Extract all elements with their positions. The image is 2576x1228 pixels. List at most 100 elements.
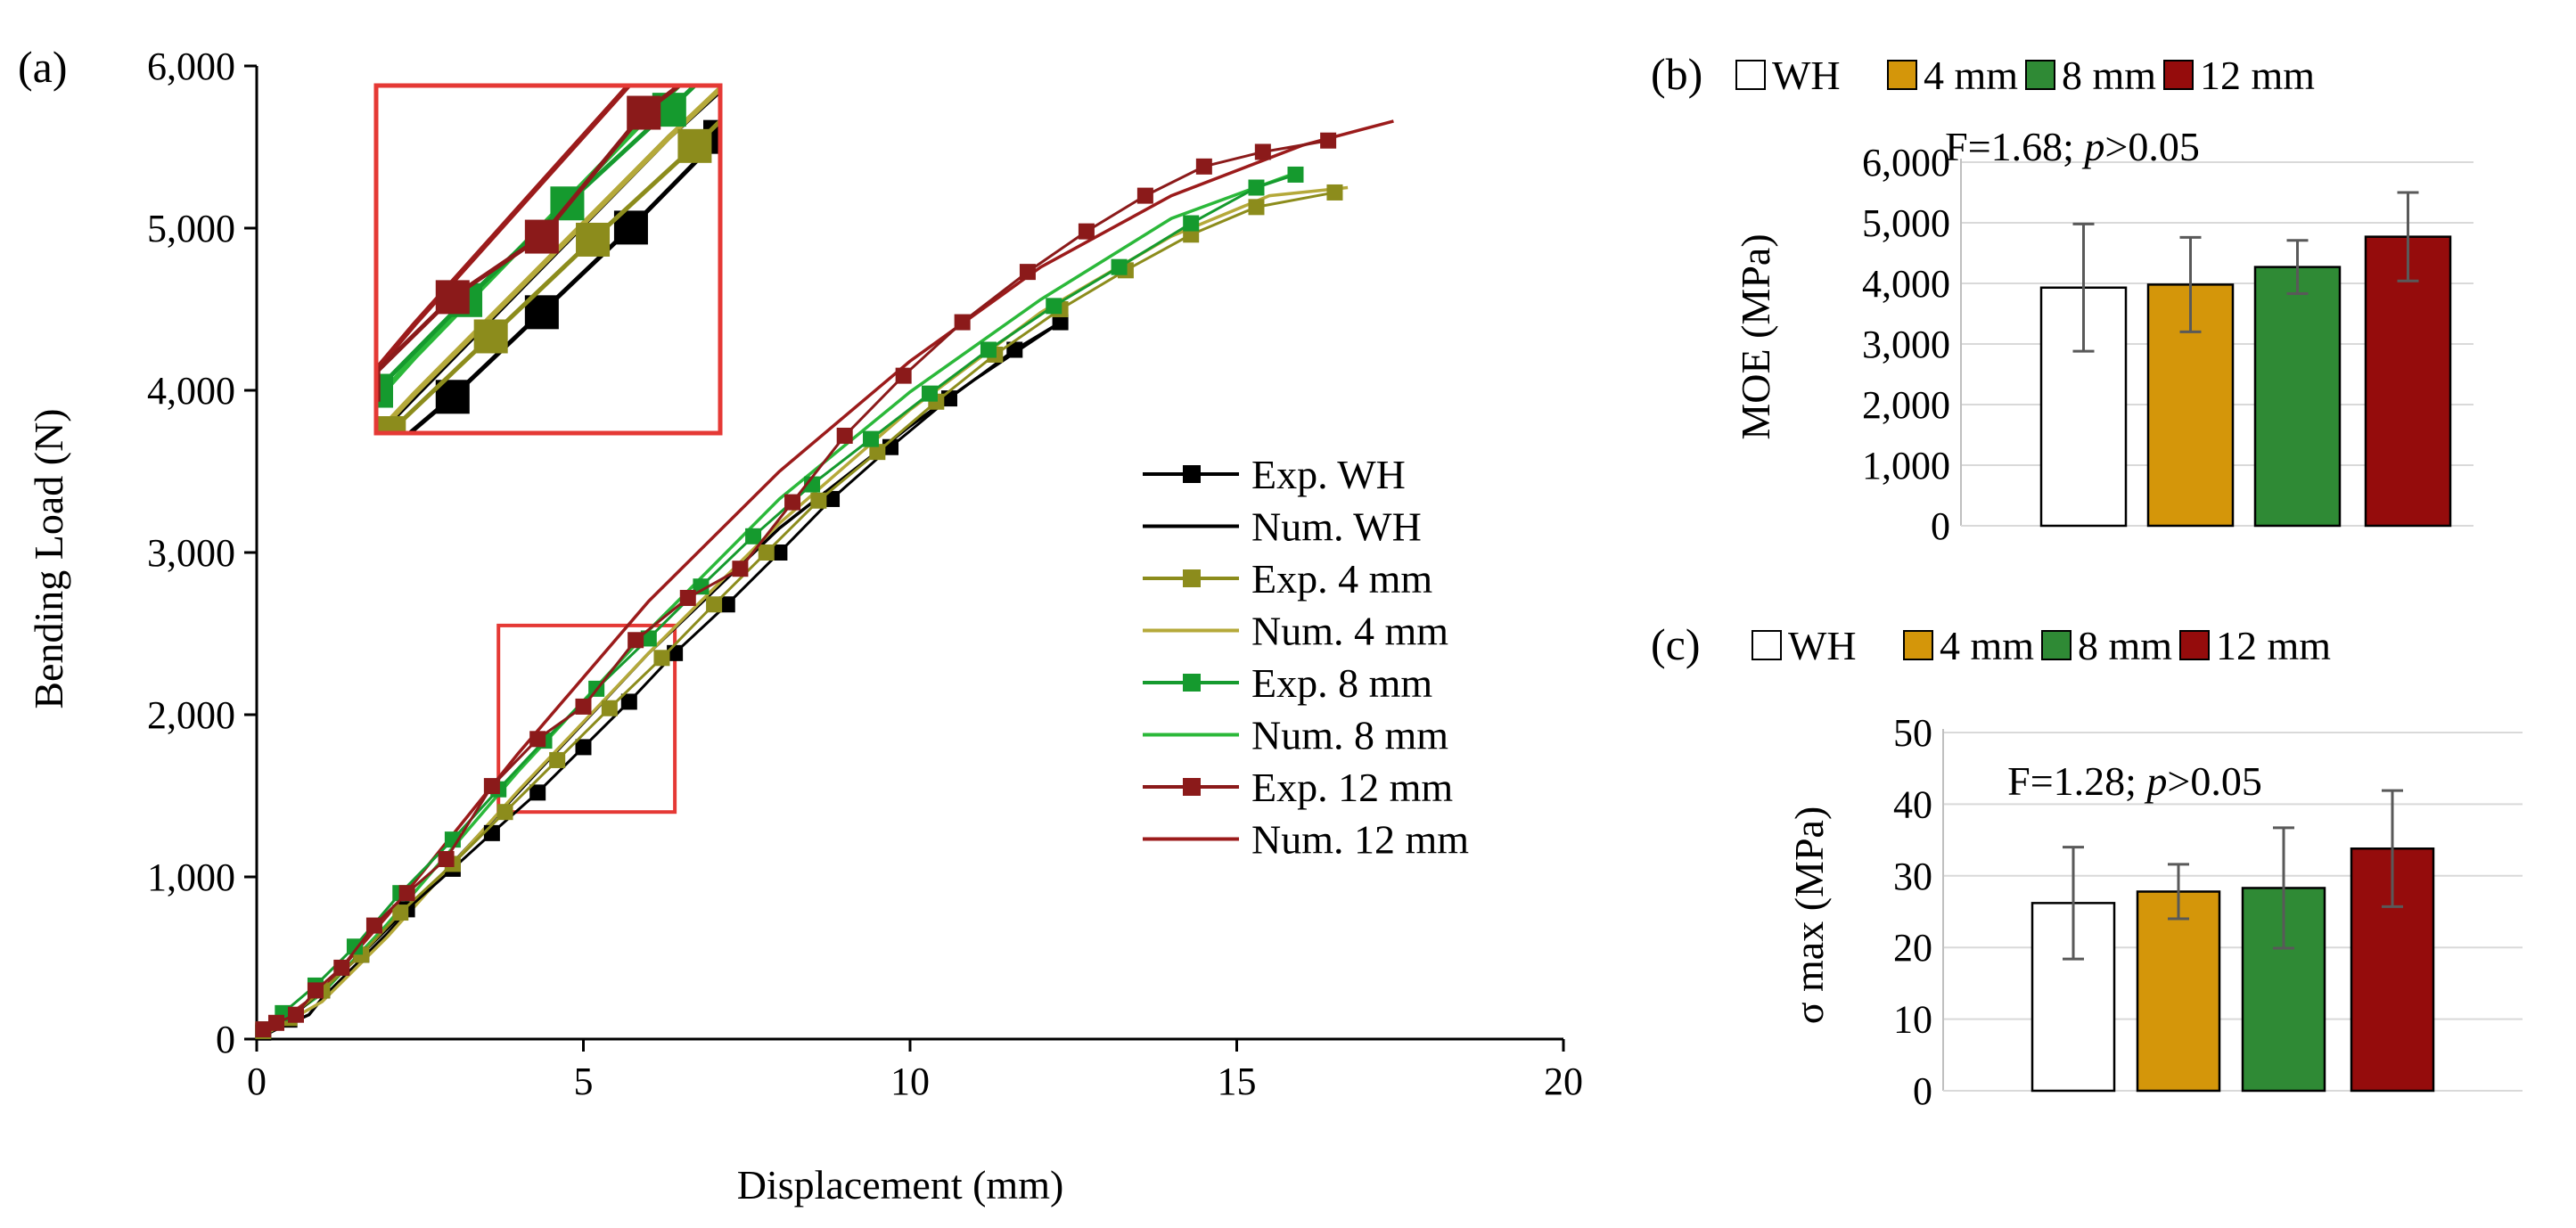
data-point-exp-4-mm — [653, 650, 670, 667]
data-point-exp-8-mm — [745, 528, 762, 544]
panel-b-y-tick-label: 0 — [1931, 504, 1950, 548]
inset-series-line-exp-8-mm — [376, 86, 699, 395]
data-point-exp-8-mm — [693, 578, 710, 595]
inset-series-line-exp-12-mm — [376, 86, 683, 376]
legend-label: 8 mm — [2062, 53, 2156, 98]
legend-label: 12 mm — [2216, 623, 2331, 668]
inset-series-line-num-8-mm — [376, 86, 683, 405]
data-point-exp-12-mm — [1195, 158, 1212, 175]
inset-series-line-exp-wh — [406, 134, 720, 433]
panel-a-y-tick-label: 1,000 — [147, 856, 235, 899]
data-point-exp-12-mm — [1136, 187, 1153, 204]
data-point-exp-12-mm — [267, 1014, 284, 1031]
inset-data-point-exp-12-mm — [729, 17, 763, 51]
data-point-exp-4-mm — [869, 444, 886, 461]
legend-marker — [1183, 465, 1201, 483]
data-point-exp-12-mm — [954, 314, 971, 331]
data-point-exp-12-mm — [398, 885, 415, 902]
data-point-exp-4-mm — [392, 905, 409, 921]
data-point-exp-4-mm — [758, 544, 775, 561]
legend-label: Exp. WH — [1251, 452, 1406, 497]
data-point-exp-wh — [575, 739, 592, 756]
panel-c-y-tick-label: 50 — [1893, 711, 1932, 755]
data-point-exp-12-mm — [307, 982, 324, 999]
inset-series-line-num-12-mm — [376, 86, 633, 374]
panel-c-y-tick-label: 0 — [1913, 1069, 1932, 1113]
data-point-exp-4-mm — [810, 492, 827, 509]
panel-a-label: (a) — [18, 42, 68, 92]
panel-b-y-tick-label: 4,000 — [1862, 262, 1950, 306]
data-point-exp-4-mm — [496, 804, 513, 821]
data-point-exp-12-mm — [628, 632, 644, 649]
inset-data-point-exp-12-mm — [524, 219, 559, 254]
data-point-exp-12-mm — [1019, 264, 1036, 281]
data-point-exp-8-mm — [921, 385, 938, 402]
legend-swatch — [1735, 60, 1766, 90]
panel-a-line-chart: (a) 0 5 10 15 20 0 1,000 2,000 3,000 4,000 5,000 6,… — [18, 17, 1583, 1208]
inset-data-point-exp-wh — [347, 455, 381, 489]
panel-b-y-tick-label: 1,000 — [1862, 444, 1950, 487]
legend-label: Num. 8 mm — [1251, 713, 1448, 758]
data-point-exp-12-mm — [575, 698, 592, 715]
panel-a-y-tick-label: 2,000 — [147, 693, 235, 737]
panel-a-inset — [347, 17, 763, 489]
inset-data-point-exp-8-mm — [376, 373, 393, 408]
panel-c-label: (c) — [1651, 619, 1701, 669]
legend-label: WH — [1772, 53, 1841, 98]
panel-a-y-axis-label: Bending Load (N) — [26, 408, 71, 708]
data-point-exp-8-mm — [1287, 166, 1304, 183]
panel-c-bars — [2030, 789, 2435, 1093]
inset-data-point-exp-4-mm — [576, 222, 611, 257]
data-point-exp-8-mm — [863, 430, 880, 447]
panel-c-axes: 0 10 20 30 40 50 — [1893, 711, 2523, 1113]
panel-a-zoom-box — [496, 623, 677, 815]
data-point-exp-wh — [824, 490, 841, 507]
panel-b-y-tick-label: 2,000 — [1862, 383, 1950, 427]
data-point-exp-12-mm — [255, 1021, 272, 1038]
data-point-exp-8-mm — [1046, 298, 1062, 315]
legend-label: 4 mm — [1924, 53, 2018, 98]
panel-b-bar-chart: (b) WH 4 mm 8 mm 12 mm 0 1,000 2,000 3,000 4,00… — [1651, 49, 2473, 548]
data-point-exp-wh — [1006, 341, 1023, 358]
data-point-exp-wh — [771, 544, 788, 561]
legend-label: 12 mm — [2200, 53, 2315, 98]
data-point-exp-12-mm — [784, 494, 801, 511]
data-point-exp-12-mm — [365, 917, 382, 934]
legend-marker — [1183, 674, 1201, 692]
panel-a-x-tick-label: 10 — [890, 1060, 930, 1103]
legend-label: WH — [1788, 623, 1857, 668]
panel-b-stat-text: F=1.68; p>0.05 — [1945, 124, 2200, 169]
panel-c-y-axis-label: σ max (MPa) — [1786, 806, 1832, 1025]
panel-a-x-axis-label: Displacement (mm) — [737, 1162, 1064, 1208]
panel-c-y-tick-label: 40 — [1893, 782, 1932, 826]
panel-a-series — [255, 119, 1394, 1041]
series-line-num-12-mm — [255, 119, 1394, 1041]
legend-marker — [1183, 778, 1201, 796]
panel-a-axes: 0 5 10 15 20 0 1,000 2,000 3,000 4,000 5,000 6,000 — [147, 45, 1583, 1103]
panel-a-y-tick-label: 4,000 — [147, 369, 235, 413]
data-point-exp-8-mm — [1111, 258, 1128, 275]
legend-swatch — [1887, 60, 1917, 90]
data-point-exp-4-mm — [549, 751, 566, 768]
data-point-exp-wh — [529, 784, 546, 801]
data-point-exp-8-mm — [1183, 215, 1200, 232]
panel-b-y-tick-label: 6,000 — [1862, 141, 1950, 184]
data-point-exp-wh — [718, 596, 735, 613]
panel-c-y-tick-label: 30 — [1893, 855, 1932, 898]
data-point-exp-12-mm — [1254, 143, 1271, 160]
panel-a-y-tick-label: 5,000 — [147, 207, 235, 250]
data-point-exp-4-mm — [1326, 184, 1343, 201]
panel-b-y-axis-label: MOE (MPa) — [1733, 233, 1778, 439]
panel-a-y-tick-label: 3,000 — [147, 531, 235, 575]
legend-label: Exp. 8 mm — [1251, 660, 1432, 706]
panel-c-legend: WH 4 mm 8 mm 12 mm — [1752, 623, 2331, 668]
inset-plot — [347, 17, 763, 489]
inset-series-line-num-4-mm — [376, 86, 720, 433]
panel-b-bars — [2039, 191, 2452, 528]
legend-swatch — [2041, 630, 2071, 660]
panel-a-zoom-rect — [496, 623, 677, 815]
data-point-exp-12-mm — [287, 1006, 304, 1023]
legend-label: 8 mm — [2078, 623, 2172, 668]
data-point-exp-12-mm — [895, 367, 912, 384]
